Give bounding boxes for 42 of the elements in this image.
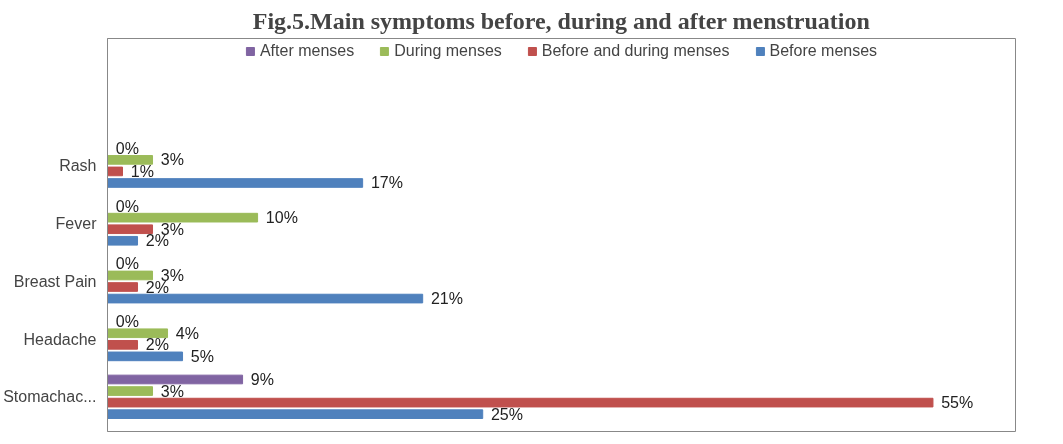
bar [107, 293, 424, 304]
chart-title: Fig.5.Main symptoms before, during and after menstruation [252, 7, 870, 34]
data-label: 3% [160, 382, 184, 400]
legend-label: Before and during menses [541, 42, 730, 60]
data-label: 0% [115, 139, 139, 157]
bar [107, 178, 364, 188]
bar [107, 155, 154, 165]
bar [107, 374, 244, 385]
y-tick-label: Fever [55, 214, 98, 232]
bar [107, 386, 154, 396]
data-label: 1% [130, 162, 154, 180]
data-label: 0% [115, 255, 139, 273]
data-label: 5% [190, 347, 214, 365]
bar [107, 212, 259, 223]
bar [107, 339, 139, 350]
data-label: 2% [145, 336, 169, 354]
bar [107, 166, 124, 177]
data-label: 21% [430, 290, 463, 308]
bar [107, 409, 484, 419]
bar [107, 397, 934, 408]
y-tick-label: Breast Pain [13, 272, 97, 290]
bar [107, 235, 139, 246]
data-label: 3% [160, 151, 184, 169]
y-tick-label: Rash [59, 157, 97, 175]
bar [107, 351, 184, 362]
bar [107, 270, 154, 281]
data-label: 0% [115, 197, 139, 215]
legend-label: Before menses [769, 42, 878, 60]
data-label: 10% [265, 209, 298, 227]
bar [107, 282, 139, 292]
data-label: 55% [941, 394, 974, 412]
legend-label: After menses [259, 42, 355, 60]
data-label: 0% [115, 313, 139, 331]
legend-label: During menses [394, 42, 502, 60]
data-label: 9% [250, 370, 274, 388]
data-label: 17% [370, 174, 403, 192]
y-tick-label: Headache [23, 330, 97, 348]
bar [107, 224, 154, 235]
y-tick-label: Stomachac... [3, 388, 97, 406]
data-label: 4% [175, 324, 199, 342]
bar [107, 328, 169, 339]
data-label: 25% [490, 405, 523, 423]
